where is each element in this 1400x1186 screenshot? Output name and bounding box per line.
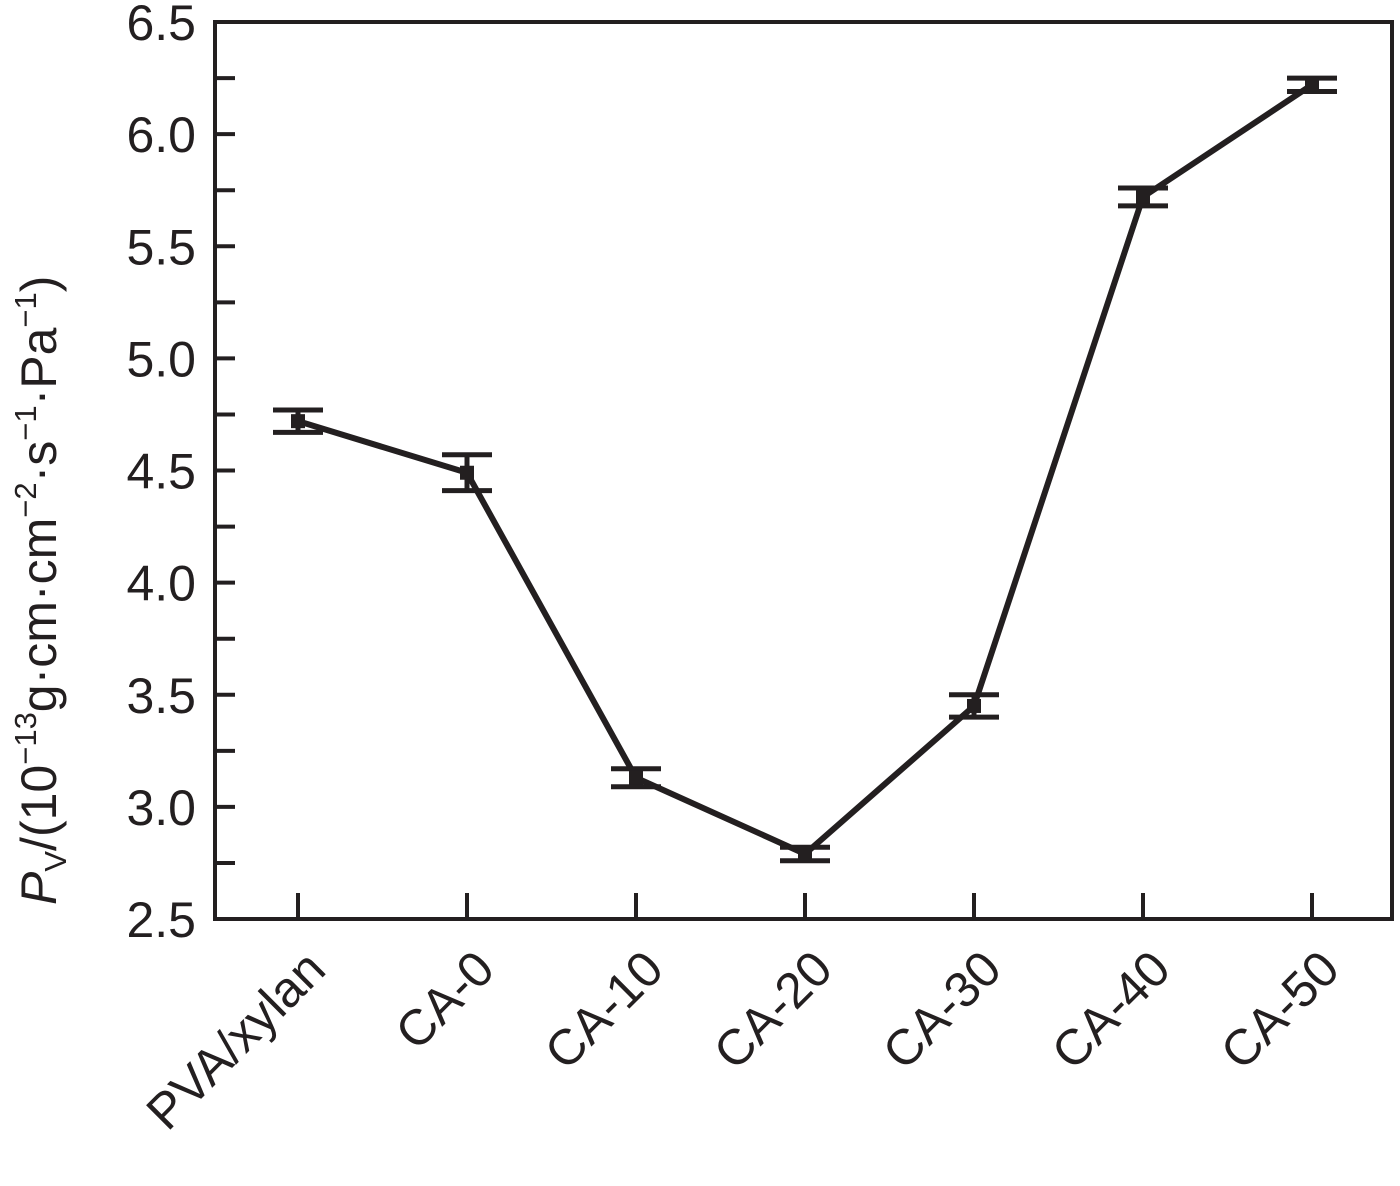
data-point [460,465,474,480]
y-tick-label: 3.0 [126,780,196,836]
data-point [798,846,812,861]
x-tick-label: CA-0 [385,940,505,1060]
data-point [967,698,981,713]
y-tick-label: 6.0 [126,107,196,163]
x-tick-label: CA-50 [1210,940,1350,1080]
data-point [291,414,305,429]
x-tick-label: CA-40 [1041,940,1181,1080]
series-line [297,82,1314,858]
x-axis-tick-labels: PVA/xylan CA-0 CA-10 CA-20 CA-30 CA-40 CA-50 [136,940,1350,1140]
data-point [1136,189,1150,204]
data-points [291,77,1319,861]
y-axis-label: PV/(10−13g·cm·cm−2·s−1·Pa−1) [8,276,73,905]
x-tick-label: CA-20 [703,940,843,1080]
y-tick-label: 5.0 [126,331,196,387]
series-polyline [297,82,1314,858]
y-tick-label: 5.5 [126,219,196,275]
y-axis-tick-labels: 2.5 3.0 3.5 4.0 4.5 5.0 5.5 6.0 6.5 [126,0,196,948]
data-point [629,770,643,785]
y-tick-label: 3.5 [126,668,196,724]
y-axis-ticks [215,20,235,921]
x-tick-label: CA-30 [872,940,1012,1080]
x-tick-label: CA-10 [534,940,674,1080]
x-tick-label: PVA/xylan [136,940,336,1140]
y-tick-label: 2.5 [126,892,196,948]
error-bars [273,75,1337,864]
y-tick-label: 4.0 [126,556,196,612]
data-point [1305,77,1319,92]
x-axis-ticks [296,893,1314,919]
plot-frame [213,20,1394,921]
y-tick-label: 4.5 [126,444,196,500]
y-tick-label: 6.5 [126,0,196,51]
